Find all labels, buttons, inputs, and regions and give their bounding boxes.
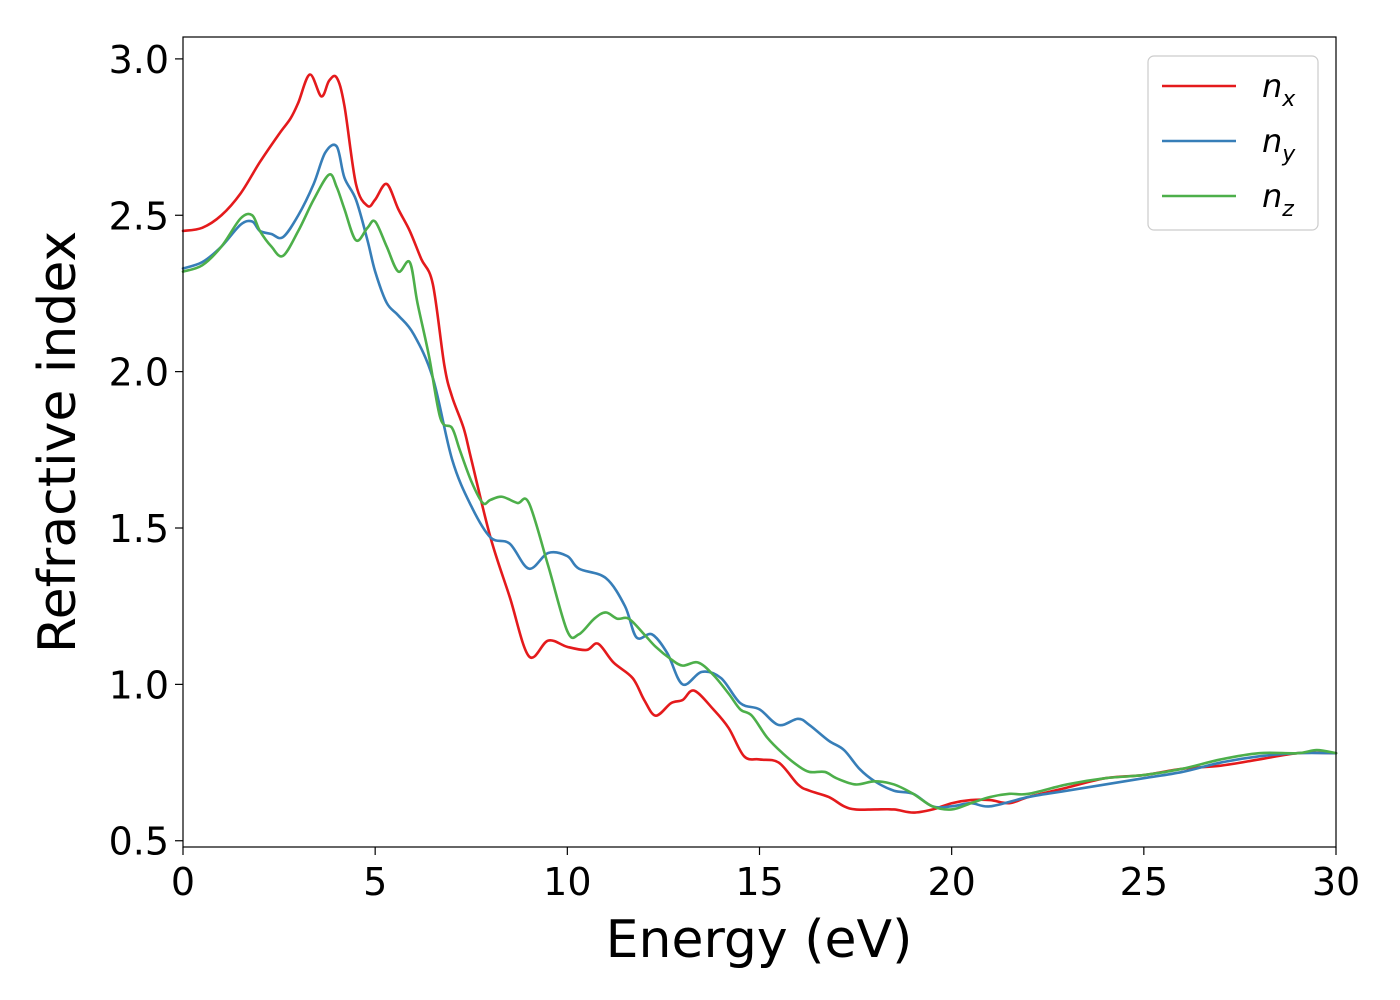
y-tick-label: 1.5: [109, 507, 169, 551]
legend-box: [1147, 55, 1319, 231]
x-tick-label: 0: [171, 860, 195, 904]
series-line-nx: [181, 73, 1338, 814]
x-tick-label: 20: [927, 860, 975, 904]
x-tick-label: 10: [543, 860, 591, 904]
x-tick-label: 5: [363, 860, 387, 904]
series-line-nz: [181, 173, 1338, 811]
y-tick-label: 2.0: [109, 351, 169, 395]
y-tick-label: 1.0: [109, 663, 169, 707]
y-tick-label: 0.5: [109, 820, 169, 864]
x-tick-label: 25: [1120, 860, 1168, 904]
x-axis-label: Energy (eV): [606, 910, 913, 970]
x-tick-label: 15: [735, 860, 783, 904]
y-tick-label: 3.0: [109, 38, 169, 82]
x-tick-label: 30: [1312, 860, 1360, 904]
series-lines: [181, 73, 1338, 814]
x-axis-ticks: 0 5 10 15 20 25 30: [171, 847, 1360, 904]
y-axis-label: Refractive index: [28, 231, 88, 653]
y-axis-ticks: 0.5 1.0 1.5 2.0 2.5 3.0: [109, 38, 183, 864]
y-tick-label: 2.5: [109, 194, 169, 238]
